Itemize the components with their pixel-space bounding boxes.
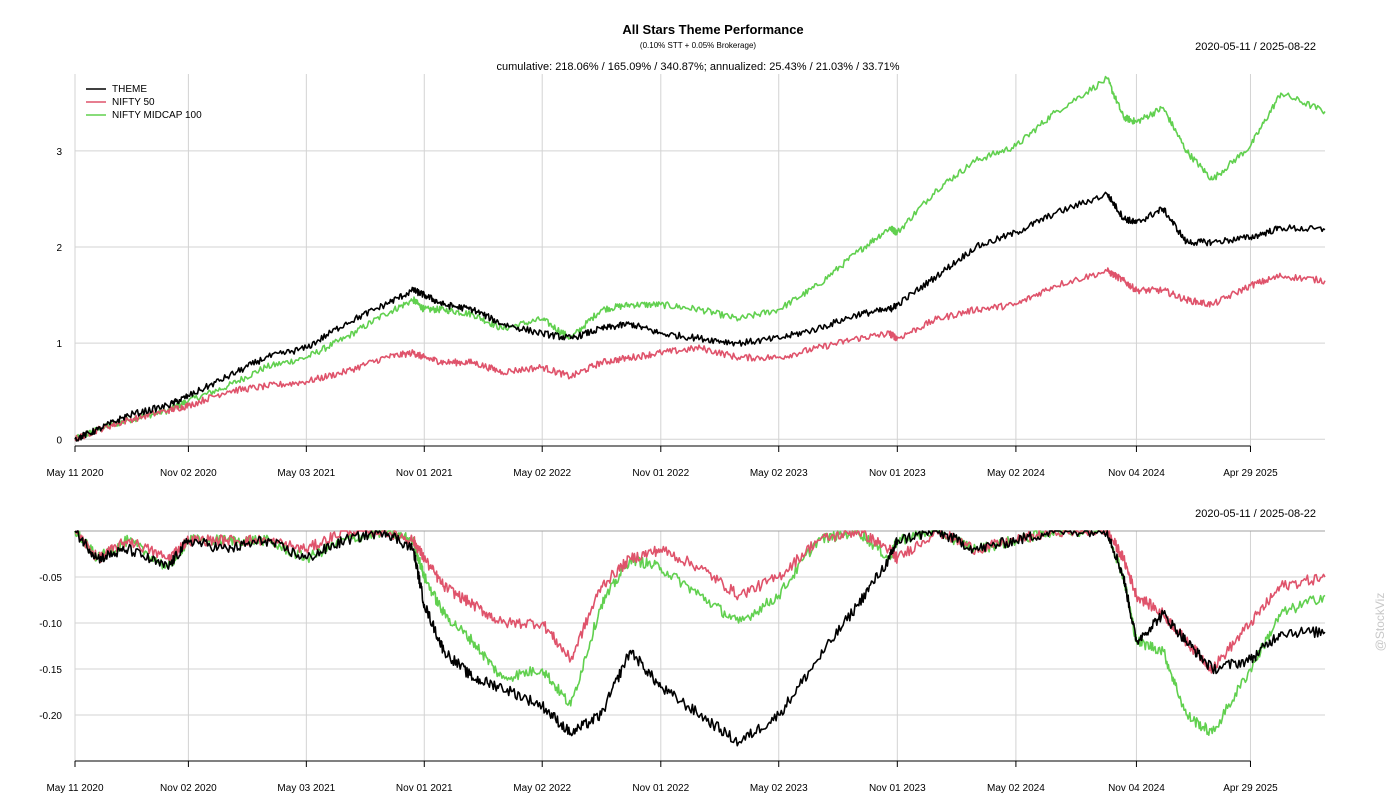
chart-subtitle: (0.10% STT + 0.05% Brokerage): [640, 41, 756, 50]
top-series-theme-line: [74, 191, 1326, 442]
top-y-tick-label: 0: [56, 435, 62, 446]
bottom-x-tick-label: May 02 2023: [750, 783, 808, 794]
top-x-tick-label: May 11 2020: [46, 468, 104, 479]
legend: THEME NIFTY 50 NIFTY MIDCAP 100: [86, 84, 202, 121]
bottom-series-theme-line: [74, 530, 1326, 747]
bottom-x-tick-label: Nov 02 2020: [160, 783, 217, 794]
watermark: @StockViz: [1373, 593, 1387, 652]
legend-theme-label: THEME: [112, 84, 147, 95]
bottom-series-nifty-50-line: [74, 530, 1326, 674]
top-x-tick-label: Nov 01 2021: [396, 468, 453, 479]
bottom-series-nifty-midcap-100-line: [74, 530, 1326, 737]
bottom-x-tick-label: Nov 01 2021: [396, 783, 453, 794]
top-x-tick-label: May 02 2023: [750, 468, 808, 479]
top-y-tick-label: 2: [56, 243, 62, 254]
top-x-tick-label: May 02 2024: [987, 468, 1045, 479]
legend-midcap-label: NIFTY MIDCAP 100: [112, 110, 202, 121]
bottom-y-tick-label: -0.15: [39, 665, 62, 676]
top-x-tick-label: Nov 04 2024: [1108, 468, 1165, 479]
bottom-x-tick-label: Nov 01 2022: [632, 783, 689, 794]
bottom-x-tick-label: May 03 2021: [277, 783, 335, 794]
bottom-y-tick-label: -0.20: [39, 711, 62, 722]
chart-title: All Stars Theme Performance: [622, 22, 803, 37]
bottom-x-tick-label: Nov 04 2024: [1108, 783, 1165, 794]
legend-nifty50-label: NIFTY 50: [112, 97, 155, 108]
bottom-x-tick-label: Apr 29 2025: [1223, 783, 1278, 794]
date-range-top: 2020-05-11 / 2025-08-22: [1195, 41, 1316, 53]
bottom-x-tick-label: Nov 01 2023: [869, 783, 926, 794]
bottom-x-tick-label: May 02 2024: [987, 783, 1045, 794]
top-y-tick-label: 1: [56, 339, 62, 350]
bottom-x-tick-label: May 02 2022: [513, 783, 571, 794]
top-x-tick-label: Nov 01 2022: [632, 468, 689, 479]
cumulative-returns-panel: May 11 2020 Nov 02 2020 May 03 2021 Nov 01 …: [46, 74, 1326, 479]
top-x-tick-label: May 02 2022: [513, 468, 571, 479]
bottom-y-tick-label: -0.10: [39, 619, 62, 630]
top-y-tick-label: 3: [56, 147, 62, 158]
top-x-tick-label: Nov 01 2023: [869, 468, 926, 479]
bottom-y-tick-label: -0.05: [39, 573, 62, 584]
top-x-tick-label: May 03 2021: [277, 468, 335, 479]
top-series-nifty-50-line: [74, 267, 1326, 442]
top-series-nifty-midcap-100-line: [74, 75, 1326, 441]
top-x-tick-label: Nov 02 2020: [160, 468, 217, 479]
date-range-bottom: 2020-05-11 / 2025-08-22: [1195, 508, 1316, 520]
drawdown-panel: May 11 2020 Nov 02 2020 May 03 2021 Nov 01 …: [39, 530, 1326, 794]
bottom-x-tick-label: May 11 2020: [46, 783, 104, 794]
top-x-tick-label: Apr 29 2025: [1223, 468, 1278, 479]
stats-line: cumulative: 218.06% / 165.09% / 340.87%;…: [497, 61, 900, 73]
